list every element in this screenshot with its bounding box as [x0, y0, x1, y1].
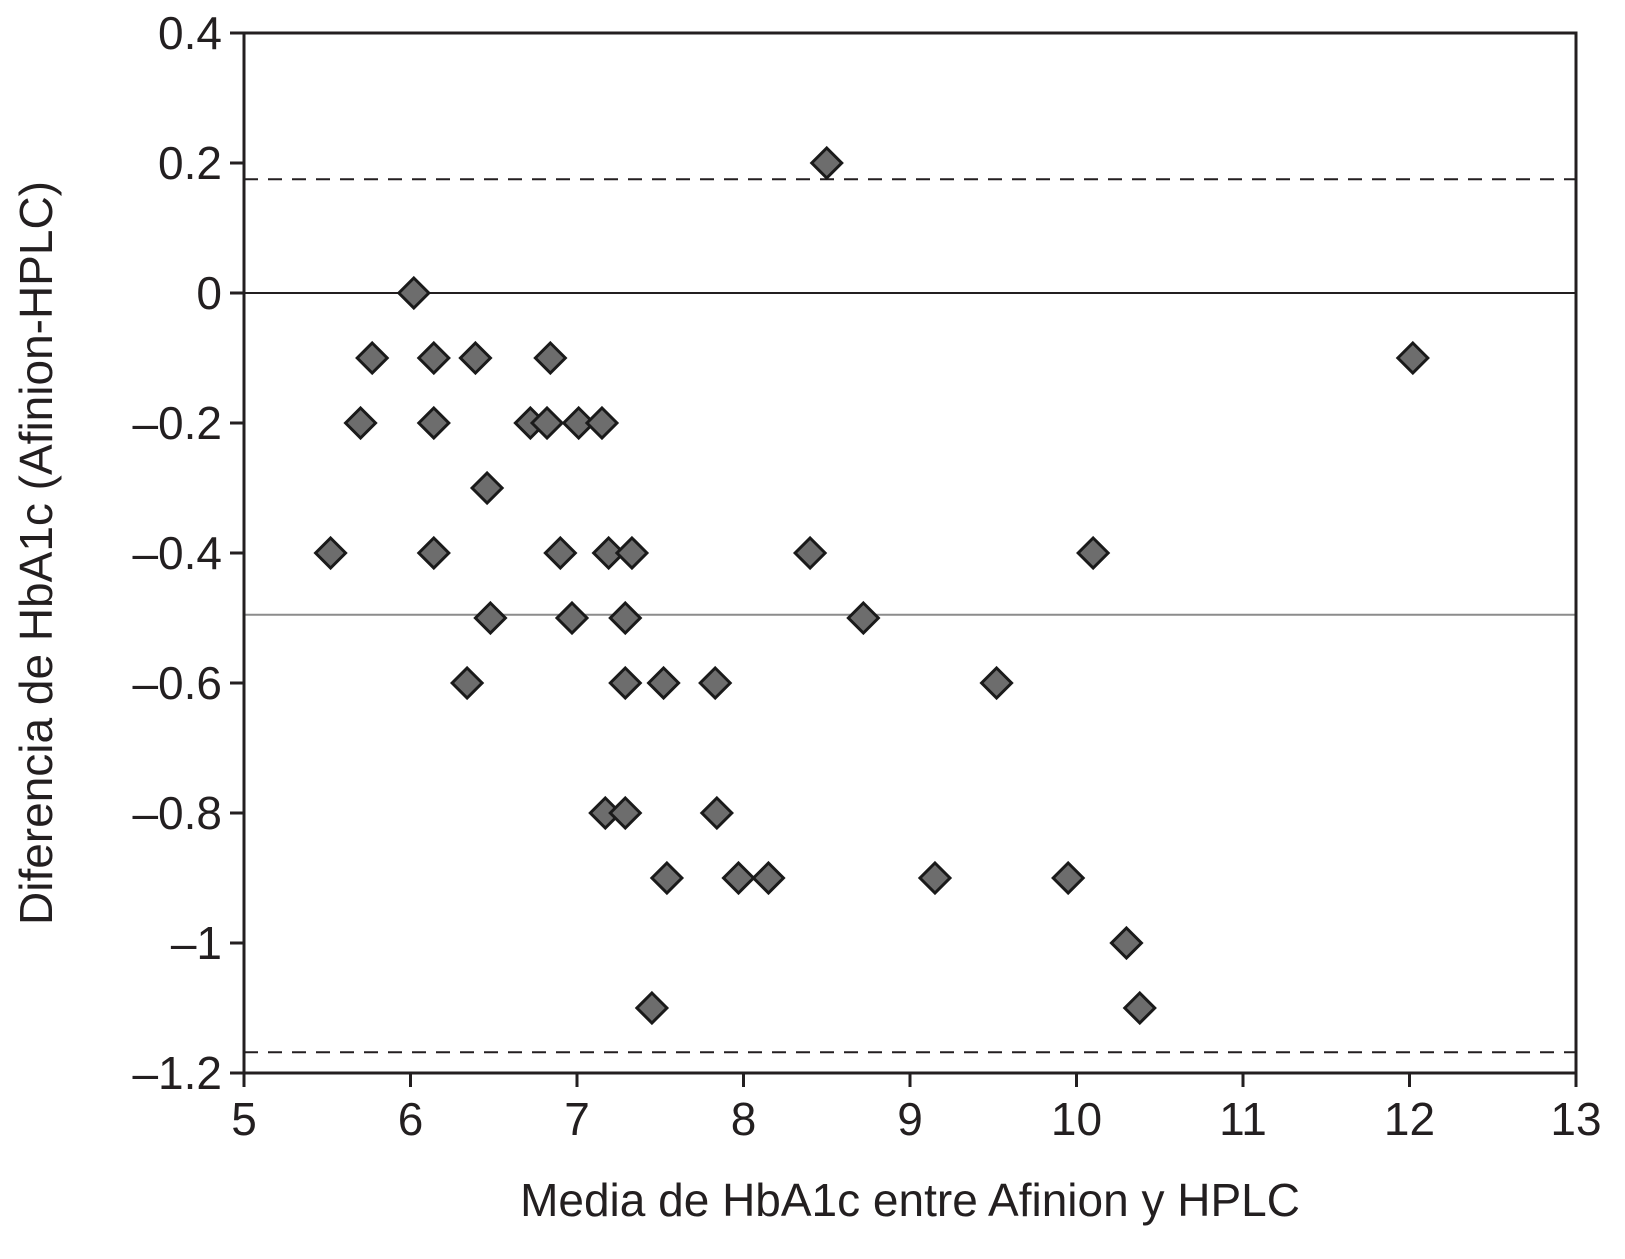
data-point-diamond [917, 860, 953, 896]
data-point-diamond [449, 665, 485, 701]
data-point-diamond [1076, 535, 1111, 571]
data-point-diamond [355, 340, 390, 376]
x-tick-label: 7 [564, 1093, 590, 1145]
data-point-diamond [649, 860, 685, 896]
data-point-diamond [699, 795, 734, 831]
data-point-diamond [458, 340, 493, 376]
data-point-diamond [543, 535, 578, 571]
data-point-diamond [979, 665, 1014, 701]
x-tick-label: 5 [231, 1093, 257, 1145]
y-tick-label: 0.4 [158, 7, 222, 59]
x-tick-label: 13 [1550, 1093, 1601, 1145]
y-tick-label: –1.2 [132, 1047, 222, 1099]
data-point-diamond [608, 600, 643, 636]
y-tick-label: –0.6 [132, 657, 222, 709]
data-point-diamond [792, 535, 828, 571]
x-tick-label: 11 [1219, 1093, 1267, 1145]
data-point-diamond [416, 535, 451, 571]
data-point-diamond [608, 795, 643, 831]
y-tick-label: –0.4 [132, 527, 222, 579]
y-axis-ticks: 0.4 0.2 0 –0.2 –0.4 –0.6 –0.8 –1 –1.2 [132, 7, 244, 1099]
x-tick-label: 12 [1384, 1093, 1435, 1145]
data-point-diamond [313, 535, 348, 571]
y-tick-label: 0.2 [158, 137, 222, 189]
y-tick-label: –0.2 [132, 397, 222, 449]
data-point-diamond [751, 860, 786, 896]
data-point-diamond [634, 990, 670, 1026]
x-tick-label: 9 [897, 1093, 923, 1145]
data-point-diamond [473, 600, 508, 636]
data-point-diamond [1122, 990, 1157, 1026]
data-points [313, 145, 1430, 1026]
y-axis-title: Diferencia de HbA1c (Afinion-HPLC) [10, 181, 62, 925]
data-point-diamond [416, 405, 451, 441]
y-tick-label: –0.8 [132, 787, 222, 839]
data-point-diamond [584, 405, 620, 441]
data-point-diamond [1051, 860, 1086, 896]
y-tick-label: –1 [171, 917, 222, 969]
data-point-diamond [809, 145, 844, 181]
reference-lines [244, 178, 1576, 1054]
data-point-diamond [721, 860, 756, 896]
data-point-diamond [608, 665, 643, 701]
x-axis-ticks: 5 6 7 8 9 10 11 12 13 [231, 1073, 1602, 1145]
data-point-diamond [554, 600, 590, 636]
data-point-diamond [561, 405, 596, 441]
data-point-diamond [646, 665, 681, 701]
data-point-diamond [1109, 925, 1144, 961]
x-tick-label: 8 [731, 1093, 757, 1145]
data-point-diamond [469, 470, 505, 506]
x-tick-label: 10 [1051, 1093, 1102, 1145]
data-point-diamond [1395, 340, 1430, 376]
data-point-diamond [533, 340, 568, 376]
data-point-diamond [591, 535, 626, 571]
data-point-diamond [698, 665, 733, 701]
x-tick-label: 6 [398, 1093, 424, 1145]
x-axis-title: Media de HbA1c entre Afinion y HPLC [520, 1174, 1300, 1226]
data-point-diamond [416, 340, 451, 376]
data-point-diamond [396, 275, 431, 311]
data-point-diamond [343, 405, 378, 441]
data-point-diamond [529, 405, 565, 441]
data-point-diamond [846, 600, 881, 636]
y-tick-label: 0 [196, 267, 222, 319]
data-point-diamond [614, 535, 650, 571]
